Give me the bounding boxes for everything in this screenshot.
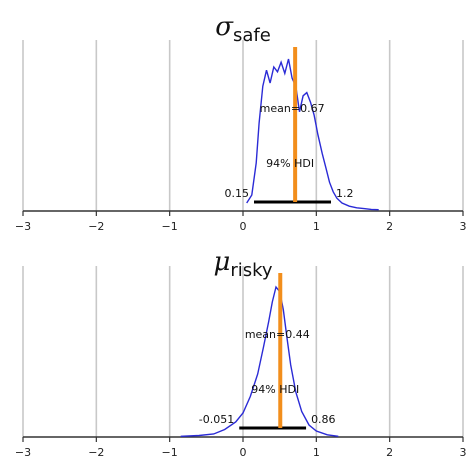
mean-label: mean=0.44 xyxy=(245,328,310,341)
x-tick-label: 3 xyxy=(460,220,467,233)
mean-label: mean=0.67 xyxy=(260,102,325,115)
density-curve xyxy=(246,58,379,211)
panel-title: μrisky xyxy=(213,247,272,281)
x-tick-label: −1 xyxy=(162,446,178,459)
hdi-text: 94% HDI xyxy=(251,383,299,396)
x-tick-label: −3 xyxy=(15,446,31,459)
x-tick-label: −1 xyxy=(162,220,178,233)
hdi-upper-label: 1.2 xyxy=(336,187,354,200)
x-tick-label: 1 xyxy=(313,220,320,233)
x-tick-label: −3 xyxy=(15,220,31,233)
title-symbol: σ xyxy=(215,12,234,42)
x-tick-label: −2 xyxy=(88,220,104,233)
x-tick-label: −2 xyxy=(88,446,104,459)
x-tick-label: 2 xyxy=(386,446,393,459)
panel-1: σsafe −3 −2 −1 0 1 2 3 mean=0.67 94% HDI 0.15 1.2 xyxy=(15,12,467,233)
hdi-lower-label: 0.15 xyxy=(225,187,250,200)
title-subscript: risky xyxy=(230,260,273,281)
hdi-upper-label: 0.86 xyxy=(311,413,336,426)
x-tick-label: 3 xyxy=(460,446,467,459)
x-tick-label: 0 xyxy=(240,446,247,459)
hdi-lower-label: -0.051 xyxy=(199,413,234,426)
x-tick-label: 1 xyxy=(313,446,320,459)
x-tick-label: 2 xyxy=(386,220,393,233)
panel-2: μrisky −3 −2 −1 0 1 2 3 mean=0.44 94% HDI -0.051 0.… xyxy=(15,247,467,459)
hdi-text: 94% HDI xyxy=(266,157,314,170)
title-symbol: μ xyxy=(213,247,230,277)
x-tick-label: 0 xyxy=(240,220,247,233)
title-subscript: safe xyxy=(233,25,271,46)
density-curve xyxy=(180,285,339,437)
